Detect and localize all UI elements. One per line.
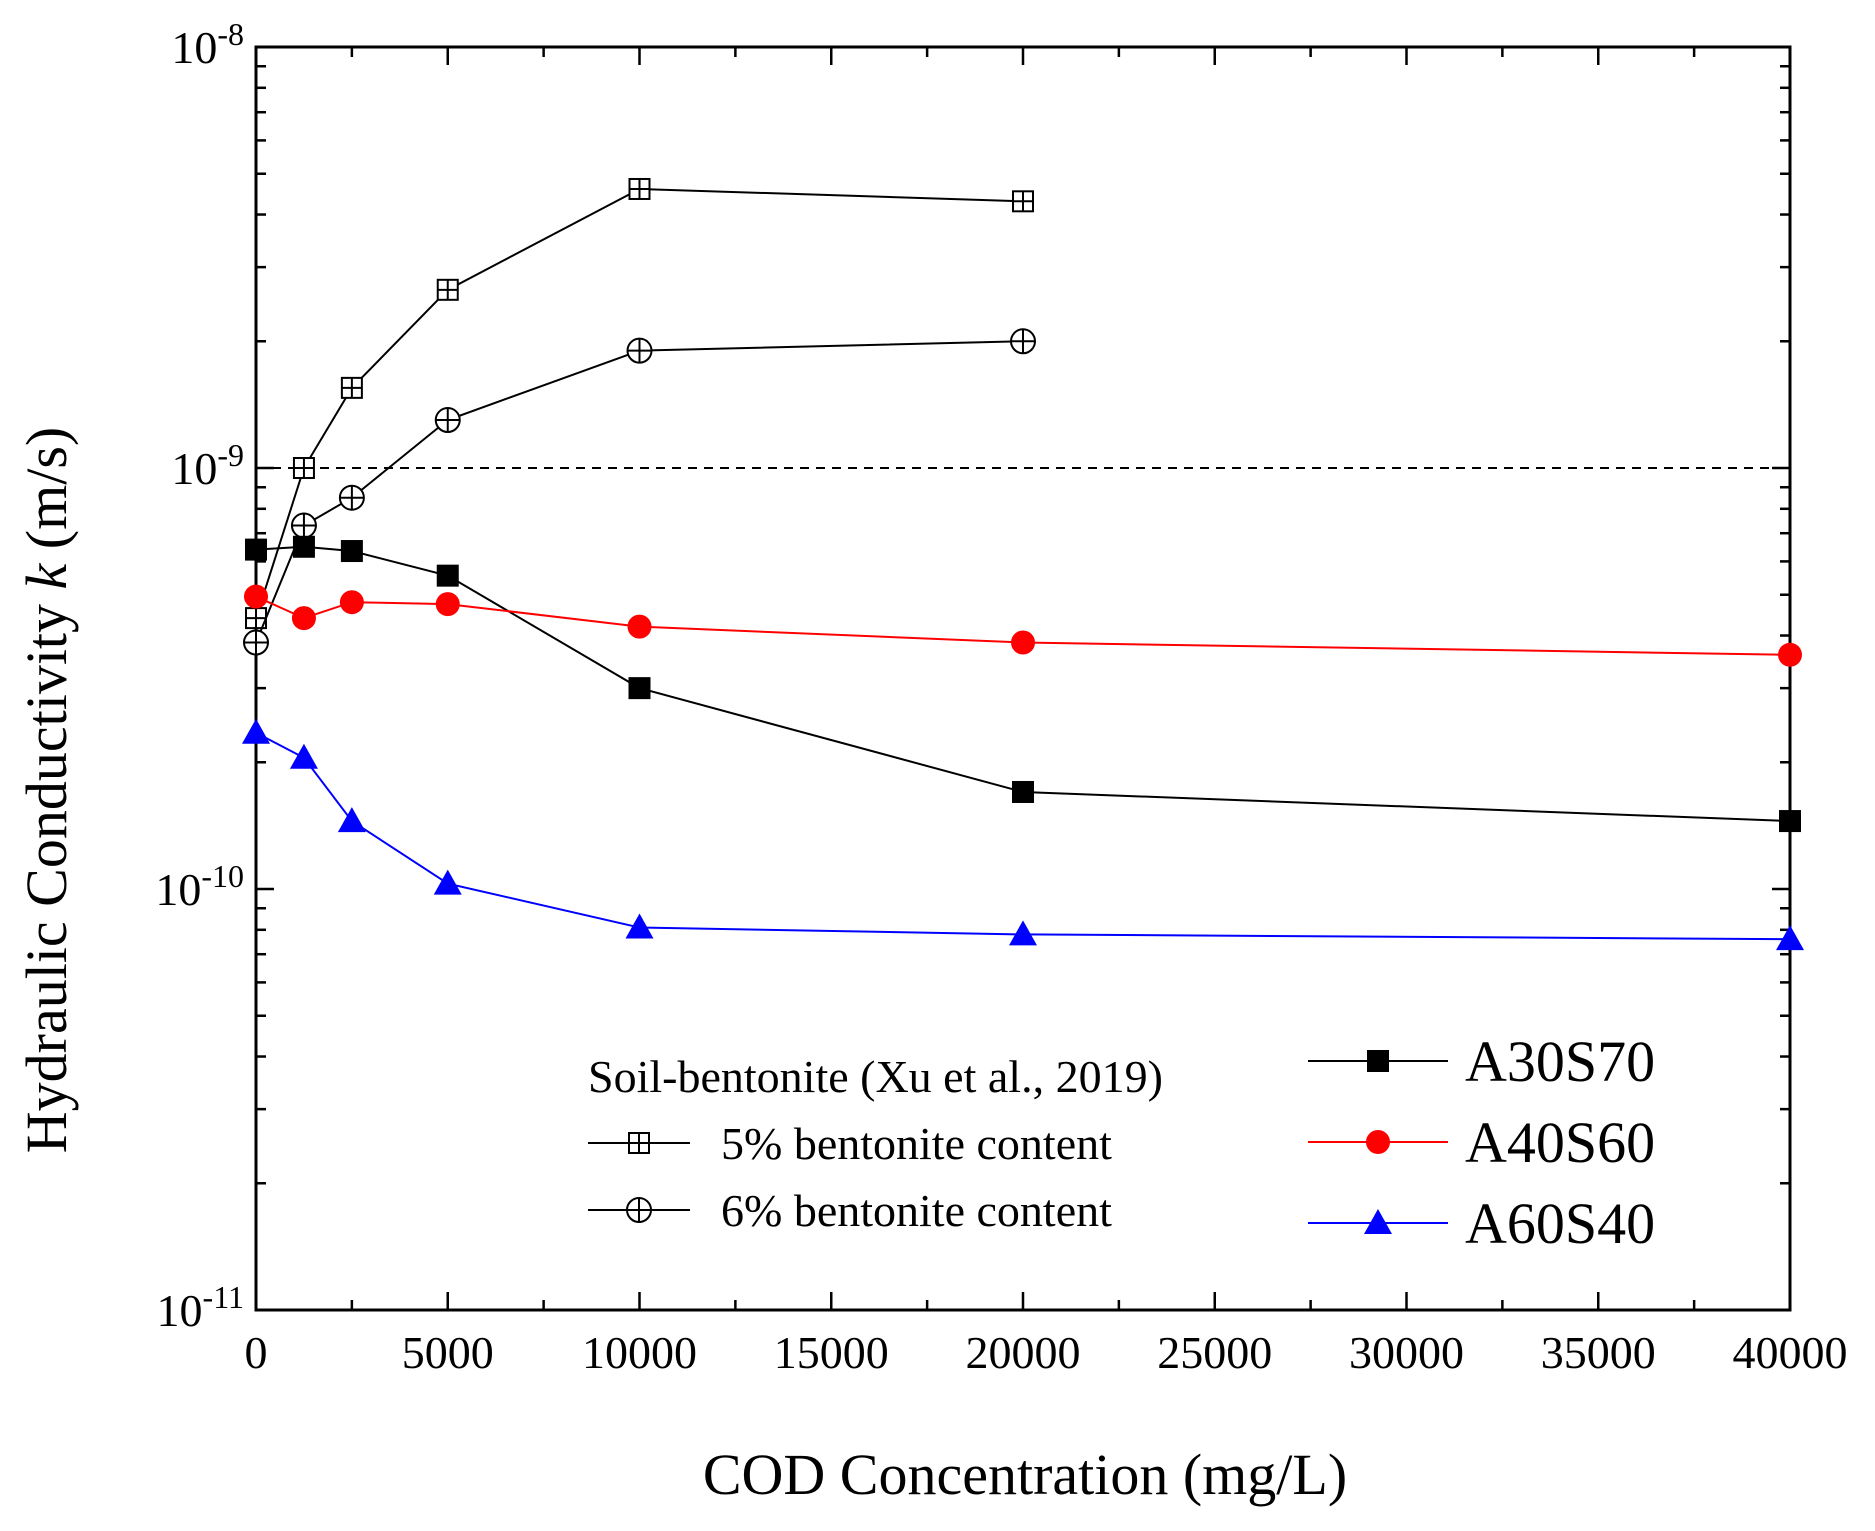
data-point: [340, 540, 363, 563]
data-point: [625, 913, 654, 939]
x-tick-label: 35000: [1541, 1327, 1656, 1378]
axes-frame: [254, 45, 1792, 1312]
y-axis-title-variable: k: [14, 562, 79, 589]
legend-label: 5% bentonite content: [721, 1118, 1112, 1169]
data-point: [337, 807, 366, 833]
series-a40s60: [244, 584, 1802, 667]
x-tick-label: 25000: [1157, 1327, 1272, 1378]
y-axis-title-prefix: Hydraulic Conductivity: [14, 589, 79, 1153]
data-point: [434, 407, 461, 434]
x-tick-label: 30000: [1349, 1327, 1464, 1378]
data-point: [292, 457, 315, 479]
data-point: [291, 606, 316, 631]
data-point: [289, 743, 318, 769]
legend-label: A60S40: [1465, 1191, 1655, 1256]
legend-marker: [1367, 1050, 1389, 1072]
legend-label: A40S60: [1465, 1110, 1655, 1175]
series-line: [255, 731, 1791, 941]
y-tick-label: 10-8: [171, 16, 244, 73]
x-tick-label: 0: [245, 1327, 268, 1378]
data-point: [290, 512, 317, 539]
series-a30s70: [245, 535, 1801, 833]
data-point: [244, 584, 268, 609]
data-point: [436, 278, 459, 301]
legend-item-5pct: 5% bentonite content: [588, 1118, 1112, 1169]
data-point: [1012, 190, 1034, 213]
data-point: [1011, 630, 1035, 655]
data-point: [1778, 642, 1802, 667]
series-line: [255, 187, 1024, 619]
legend-item-6pct: 6% bentonite content: [588, 1185, 1112, 1236]
data-point: [243, 629, 269, 656]
legend-marker: [1364, 1209, 1392, 1234]
x-tick-label: 40000: [1733, 1327, 1848, 1378]
data-point: [626, 337, 653, 364]
data-point: [435, 592, 460, 617]
reference-legend-title: Soil-bentonite (Xu et al., 2019): [588, 1051, 1163, 1102]
data-point: [242, 718, 270, 744]
data-point: [1776, 925, 1804, 951]
y-tick-label: 10-9: [171, 437, 244, 494]
series-a60s40: [242, 718, 1804, 951]
series-line: [255, 545, 1791, 823]
data-point: [339, 590, 364, 615]
legend-item-a40s60: A40S60: [1308, 1110, 1655, 1175]
y-tick-label: 10-11: [157, 1279, 244, 1336]
series-line: [255, 340, 1024, 643]
y-axis-title-suffix: (m/s): [14, 427, 79, 564]
x-tick-label: 5000: [402, 1327, 494, 1378]
reference-legend: Soil-bentonite (Xu et al., 2019) 5% bent…: [588, 1051, 1163, 1236]
legend-label: A30S70: [1465, 1029, 1655, 1094]
main-legend: A30S70 A40S60 A60S40: [1308, 1029, 1655, 1256]
legend-item-a30s70: A30S70: [1308, 1029, 1655, 1094]
tick-labels: 0 5000 10000 15000 20000 25000 30000 35000 40000…: [155, 16, 1847, 1378]
data-point: [1010, 328, 1036, 355]
x-tick-label: 15000: [774, 1327, 889, 1378]
legend-marker: [626, 1197, 652, 1223]
data-point: [628, 677, 651, 700]
data-point: [245, 538, 267, 561]
legend-marker: [1366, 1130, 1390, 1154]
x-tick-label: 20000: [966, 1327, 1081, 1378]
y-axis-title: Hydraulic Conductivity k (m/s): [14, 427, 79, 1154]
legend-item-a60s40: A60S40: [1308, 1191, 1655, 1256]
data-point: [292, 535, 315, 558]
series-layer: [242, 177, 1804, 951]
x-tick-label: 10000: [582, 1327, 697, 1378]
data-point: [433, 869, 462, 895]
y-tick-label: 10-10: [155, 858, 244, 915]
data-point: [340, 376, 363, 399]
legend-marker: [628, 1132, 650, 1154]
data-point: [627, 614, 652, 639]
data-point: [1012, 780, 1034, 803]
data-point: [338, 484, 365, 511]
x-axis-title: COD Concentration (mg/L): [703, 1442, 1347, 1507]
legend-label: 6% bentonite content: [721, 1185, 1112, 1236]
data-point: [436, 564, 459, 587]
data-point: [1009, 920, 1037, 946]
data-point: [628, 177, 651, 200]
series-5-bentonite-content: [245, 177, 1034, 630]
data-point: [1779, 810, 1801, 833]
